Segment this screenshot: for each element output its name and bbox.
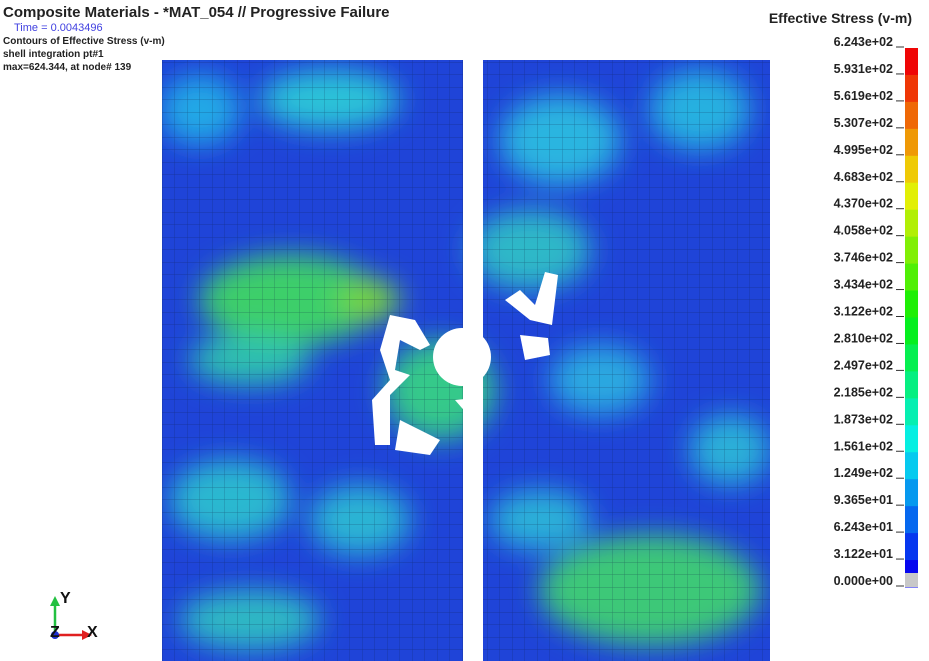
legend-label: 4.058e+02 <box>834 224 893 238</box>
legend-swatch <box>905 425 918 453</box>
legend-label: 5.307e+02 <box>834 116 893 130</box>
legend-label: 6.243e+02 <box>834 35 893 49</box>
legend-swatch <box>905 344 918 372</box>
legend-label: 1.249e+02 <box>834 466 893 480</box>
legend-swatch <box>905 371 918 399</box>
legend-swatch <box>905 317 918 345</box>
legend-label: 0.000e+00 <box>834 574 893 588</box>
info-line: shell integration pt#1 <box>3 49 104 60</box>
legend-label: 3.122e+02 <box>834 305 893 319</box>
legend-swatch <box>905 573 918 587</box>
info-line: Contours of Effective Stress (v-m) <box>3 36 165 47</box>
legend-label: 4.370e+02 <box>834 197 893 211</box>
time-label: Time = 0.0043496 <box>14 22 103 34</box>
legend-label: 2.497e+02 <box>834 358 893 372</box>
axis-triad: Y Z X <box>50 590 98 641</box>
legend-label: 2.810e+02 <box>834 331 893 345</box>
legend: 6.243e+02 5.931e+02 5.619e+02 5.307e+02 4.99… <box>834 35 918 588</box>
legend-swatch <box>905 398 918 426</box>
legend-label: 3.434e+02 <box>834 278 893 292</box>
legend-swatch <box>905 533 918 561</box>
axis-y-label: Y <box>60 590 71 607</box>
legend-swatch <box>905 74 918 103</box>
title: Composite Materials - *MAT_054 // Progre… <box>3 4 390 21</box>
legend-swatch <box>905 182 918 211</box>
legend-swatch <box>905 506 918 534</box>
legend-label: 4.683e+02 <box>834 170 893 184</box>
legend-label: 5.931e+02 <box>834 62 893 76</box>
legend-swatch <box>905 128 918 157</box>
legend-swatch <box>905 209 918 238</box>
legend-swatch <box>905 479 918 507</box>
legend-label: 4.995e+02 <box>834 143 893 157</box>
damage-region <box>372 272 558 455</box>
legend-label: 2.185e+02 <box>834 385 893 399</box>
info-line: max=624.344, at node# 139 <box>3 62 132 73</box>
axis-x-label: X <box>87 624 98 641</box>
legend-label: 1.561e+02 <box>834 439 893 453</box>
legend-swatch <box>905 452 918 480</box>
legend-label: 3.746e+02 <box>834 251 893 265</box>
legend-label: 1.873e+02 <box>834 412 893 426</box>
legend-label: 9.365e+01 <box>834 493 893 507</box>
legend-swatch <box>905 263 918 292</box>
legend-swatch <box>905 290 918 318</box>
legend-title: Effective Stress (v-m) <box>769 10 912 26</box>
legend-label: 5.619e+02 <box>834 89 893 103</box>
legend-label: 3.122e+01 <box>834 547 893 561</box>
legend-swatch <box>905 48 918 76</box>
legend-label: 6.243e+01 <box>834 520 893 534</box>
legend-swatch <box>905 155 918 184</box>
axis-z-label: Z <box>50 624 60 641</box>
legend-swatch <box>905 236 918 265</box>
legend-swatch <box>905 101 918 130</box>
